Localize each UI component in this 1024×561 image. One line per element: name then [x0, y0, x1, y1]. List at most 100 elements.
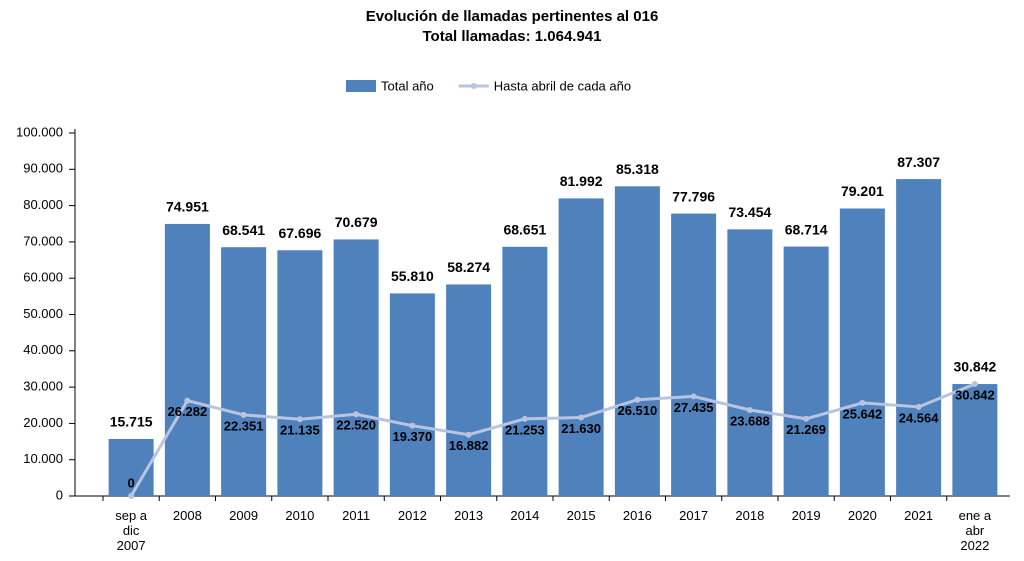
y-tick-label: 20.000: [23, 415, 63, 430]
bar: [389, 293, 435, 496]
bar: [896, 179, 942, 496]
line-point: [634, 396, 641, 403]
line-point: [578, 414, 585, 421]
y-tick-label: 50.000: [23, 306, 63, 321]
line-point: [690, 393, 697, 400]
legend-swatch: [346, 80, 376, 92]
x-tick-label: 2018: [735, 508, 765, 523]
x-tick-label: 2016: [622, 508, 652, 523]
line-point: [521, 415, 528, 422]
bar: [614, 186, 660, 496]
legend-label: Total año: [381, 78, 434, 93]
line-point: [184, 397, 191, 404]
chart-subtitle: Total llamadas: 1.064.941: [423, 28, 602, 45]
bar-label: 68.714: [785, 221, 828, 237]
line-label: 26.282: [167, 404, 207, 419]
x-tick-label: ene a abr 2022: [958, 508, 992, 553]
bar: [558, 198, 604, 497]
x-tick-label: 2011: [342, 508, 371, 523]
bar-label: 68.541: [222, 222, 265, 238]
line-point: [803, 415, 810, 422]
y-tick-label: 70.000: [23, 233, 63, 248]
line-label: 27.435: [674, 400, 714, 415]
line: [129, 382, 976, 497]
bar: [164, 223, 210, 497]
line-point: [296, 416, 303, 423]
line-label: 19.370: [392, 429, 432, 444]
bar-label: 87.307: [897, 154, 940, 170]
y-tick-label: 10.000: [23, 451, 63, 466]
line-point: [353, 411, 360, 418]
line-label: 21.253: [505, 422, 545, 437]
x-tick-label: 2020: [847, 508, 877, 523]
bar: [783, 246, 829, 496]
y-tick-label: 60.000: [23, 270, 63, 285]
bar: [277, 250, 323, 496]
x-tick-label: 2013: [454, 508, 484, 523]
x-tick-label: 2017: [679, 508, 709, 523]
line-label: 24.564: [899, 410, 940, 425]
line-point: [971, 381, 978, 388]
x-tick-label: 2014: [510, 508, 540, 523]
bar-label: 85.318: [616, 161, 659, 177]
line-label: 16.882: [449, 438, 489, 453]
bar-label: 73.454: [728, 204, 771, 220]
y-tick-label: 40.000: [23, 342, 63, 357]
bar: [446, 284, 492, 496]
bar: [502, 246, 548, 496]
line-label: 30.842: [955, 387, 995, 402]
bar: [108, 438, 154, 496]
x-tick-label: 2015: [566, 508, 596, 523]
bar-label: 55.810: [391, 268, 434, 284]
y-tick-label: 0: [56, 487, 63, 502]
bar-label: 67.696: [278, 225, 321, 241]
line-point: [128, 493, 135, 499]
bar-label: 15.715: [110, 414, 153, 430]
x-tick-label: 2021: [904, 508, 934, 523]
bar-label: 74.951: [166, 199, 209, 215]
bar-label: 68.651: [503, 222, 546, 238]
y-tick-label: 80.000: [23, 197, 63, 212]
x-tick-label: sep a dic 2007: [115, 508, 148, 553]
bar-label: 70.679: [335, 214, 378, 230]
bar-label: 30.842: [953, 359, 996, 375]
line-label: 22.520: [336, 418, 376, 433]
bar-label: 58.274: [447, 259, 490, 275]
chart-title: Evolución de llamadas pertinentes al 016: [366, 8, 659, 25]
line-label: 22.351: [224, 418, 264, 433]
legend-swatch: [470, 83, 477, 89]
line-point: [746, 407, 753, 414]
bar: [839, 208, 885, 496]
y-tick-label: 30.000: [23, 379, 63, 394]
line-label: 21.630: [561, 421, 601, 436]
line-point: [240, 411, 247, 418]
x-tick-label: 2009: [229, 508, 259, 523]
line-label: 0: [128, 475, 135, 490]
line-point: [409, 422, 416, 429]
line-label: 23.688: [730, 413, 770, 428]
bar: [333, 239, 379, 496]
line-label: 26.510: [617, 403, 657, 418]
bar-label: 77.796: [672, 188, 715, 204]
line-label: 25.642: [842, 406, 882, 421]
bar: [221, 247, 267, 496]
bar: [952, 384, 998, 496]
bar-label: 81.992: [560, 173, 603, 189]
x-tick-label: 2019: [791, 508, 821, 523]
line-point: [915, 403, 922, 410]
bar: [671, 213, 717, 496]
line-label: 21.269: [786, 422, 826, 437]
line-point: [465, 431, 472, 438]
x-tick-label: 2012: [397, 508, 427, 523]
legend-label: Hasta abril de cada año: [494, 78, 631, 93]
x-tick-label: 2010: [285, 508, 315, 523]
line-label: 21.135: [280, 423, 320, 438]
y-tick-label: 100.000: [16, 124, 63, 139]
line-point: [859, 399, 866, 406]
bar-label: 79.201: [841, 183, 884, 199]
x-tick-label: 2008: [172, 508, 202, 523]
y-tick-label: 90.000: [23, 161, 63, 176]
bar: [727, 229, 773, 496]
